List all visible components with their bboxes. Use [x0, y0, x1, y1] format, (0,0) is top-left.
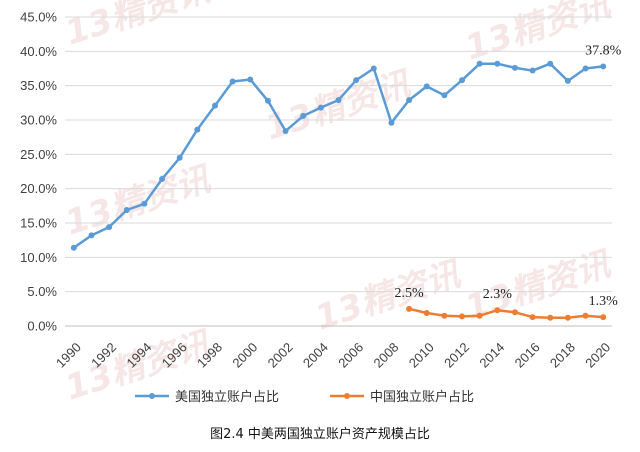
data-point — [264, 97, 271, 104]
data-point — [459, 77, 466, 84]
x-tick-label: 2004 — [300, 340, 331, 371]
data-point — [176, 154, 183, 161]
data-point — [600, 63, 607, 70]
y-tick-label: 35.0% — [20, 78, 57, 93]
data-point — [511, 64, 518, 71]
data-label: 2.5% — [394, 286, 424, 301]
data-point — [494, 307, 501, 314]
legend-marker — [149, 393, 155, 399]
data-point — [123, 206, 130, 213]
data-label: 1.3% — [589, 294, 619, 309]
data-point — [229, 78, 236, 85]
x-tick-label: 2000 — [229, 340, 260, 371]
data-point — [406, 305, 413, 312]
y-tick-label: 10.0% — [20, 250, 57, 265]
data-point — [423, 309, 430, 316]
data-point — [300, 112, 307, 119]
data-point — [353, 77, 360, 84]
data-point — [441, 312, 448, 319]
data-point — [564, 77, 571, 84]
legend: 美国独立账户占比 中国独立账户占比 — [135, 389, 474, 405]
x-tick-label: 2006 — [335, 340, 366, 371]
data-point — [88, 232, 95, 239]
data-point — [159, 176, 166, 183]
data-point — [529, 314, 536, 321]
data-point — [106, 224, 113, 231]
data-point — [211, 102, 218, 109]
legend-label: 中国独立账户占比 — [370, 389, 474, 405]
data-point — [317, 104, 324, 111]
data-point — [582, 312, 589, 319]
x-tick-label: 2014 — [476, 340, 507, 371]
data-point — [564, 314, 571, 321]
y-tick-label: 25.0% — [20, 147, 57, 162]
data-point — [406, 97, 413, 104]
x-tick-label: 2018 — [547, 340, 578, 371]
data-point — [476, 312, 483, 319]
data-label: 37.8% — [585, 43, 622, 58]
data-point — [70, 244, 77, 251]
legend-label: 美国独立账户占比 — [175, 389, 279, 405]
data-point — [547, 60, 554, 67]
data-point — [335, 97, 342, 104]
data-point — [459, 313, 466, 320]
data-point — [247, 76, 254, 83]
x-tick-label: 2010 — [406, 340, 437, 371]
data-point — [441, 92, 448, 99]
x-tick-label: 2012 — [441, 340, 472, 371]
data-label: 2.3% — [483, 287, 513, 302]
x-axis-ticks: 1990 1992 1994 1996 1998 2000 2002 2004 2006 2008… — [53, 340, 613, 371]
x-tick-label: 2020 — [582, 340, 613, 371]
grid-lines — [65, 16, 612, 327]
y-tick-label: 20.0% — [20, 181, 57, 196]
data-point — [370, 65, 377, 72]
legend-marker — [344, 393, 350, 399]
data-point — [600, 314, 607, 321]
data-point — [582, 65, 589, 72]
watermark-text: 13精资讯 — [60, 0, 217, 54]
watermark-text: 13精资讯 — [60, 158, 217, 243]
data-point — [141, 200, 148, 207]
data-point — [511, 309, 518, 316]
data-point — [529, 67, 536, 74]
y-tick-label: 40.0% — [20, 44, 57, 59]
x-tick-label: 2002 — [265, 340, 296, 371]
y-tick-label: 15.0% — [20, 216, 57, 231]
x-tick-label: 2016 — [512, 340, 543, 371]
y-axis-ticks: 0.0% 5.0% 10.0% 15.0% 20.0% 25.0% 30.0% 35.0% 40… — [20, 10, 57, 334]
data-point — [476, 60, 483, 67]
y-tick-label: 45.0% — [20, 10, 57, 25]
data-labels: 37.8% 2.5% 2.3% 1.3% — [394, 43, 621, 309]
data-point — [547, 314, 554, 321]
y-tick-label: 0.0% — [27, 319, 57, 334]
data-point — [282, 127, 289, 134]
x-tick-label: 2008 — [370, 340, 401, 371]
series-layer — [70, 60, 607, 321]
y-tick-label: 30.0% — [20, 113, 57, 128]
chart-caption: 图2.4 中美两国独立账户资产规模占比 — [210, 426, 430, 442]
data-point — [423, 83, 430, 90]
watermark-text: 13精资讯 — [260, 63, 417, 148]
data-point — [194, 126, 201, 133]
data-point — [494, 60, 501, 67]
data-point — [388, 119, 395, 126]
y-tick-label: 5.0% — [27, 284, 57, 299]
